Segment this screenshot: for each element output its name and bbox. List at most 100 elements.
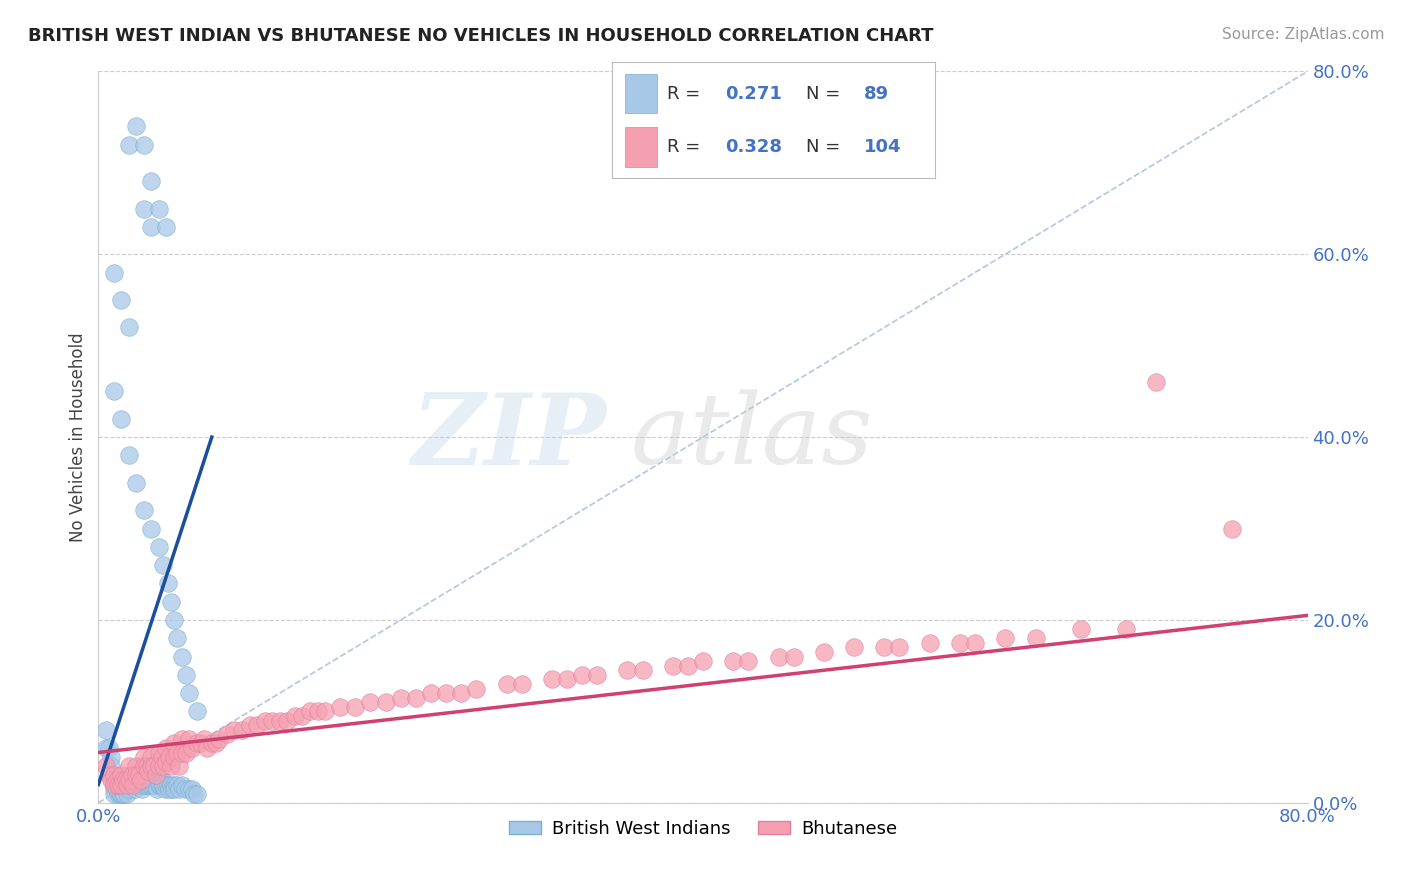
Point (239, 718, 262, 732)
Point (163, 736, 186, 750)
FancyBboxPatch shape (624, 74, 657, 113)
Point (100, 759, 122, 773)
Point (307, 705, 329, 719)
Point (103, 787, 125, 801)
Point (127, 778, 149, 792)
Point (103, 768, 125, 782)
Point (100, 772, 122, 787)
Point (141, 768, 163, 782)
Point (167, 782, 190, 797)
Text: BRITISH WEST INDIAN VS BHUTANESE NO VEHICLES IN HOUSEHOLD CORRELATION CHART: BRITISH WEST INDIAN VS BHUTANESE NO VEHI… (28, 27, 934, 45)
Text: N =: N = (806, 85, 845, 103)
Point (314, 705, 336, 719)
Point (118, 782, 141, 797)
Point (132, 202, 155, 216)
Point (132, 137, 155, 152)
Point (510, 677, 533, 691)
Point (155, 219, 177, 234)
Point (135, 772, 157, 787)
Point (111, 782, 134, 797)
Point (110, 412, 132, 426)
Point (170, 649, 193, 664)
Point (153, 782, 176, 797)
Point (148, 778, 170, 792)
Point (94, 723, 117, 737)
Point (661, 658, 683, 673)
Point (676, 658, 699, 673)
Point (111, 772, 134, 787)
Point (131, 782, 153, 797)
Point (163, 613, 186, 627)
Point (136, 764, 159, 778)
Text: 0.271: 0.271 (725, 85, 782, 103)
Point (450, 686, 472, 700)
Point (108, 787, 131, 801)
Point (110, 778, 132, 792)
Point (631, 663, 654, 677)
Point (134, 778, 156, 792)
Point (813, 645, 835, 659)
Point (136, 778, 159, 792)
Point (156, 778, 179, 792)
Point (768, 649, 790, 664)
Point (269, 714, 291, 728)
Point (616, 663, 638, 677)
Point (150, 772, 173, 787)
Point (160, 778, 183, 792)
Text: R =: R = (666, 85, 706, 103)
Point (110, 293, 132, 307)
Point (152, 759, 174, 773)
Point (118, 448, 141, 462)
Point (173, 782, 195, 797)
Point (918, 636, 941, 650)
Point (723, 654, 745, 668)
Point (155, 778, 177, 792)
Point (121, 768, 143, 782)
Point (148, 768, 170, 782)
Point (149, 778, 172, 792)
Point (181, 740, 204, 755)
Point (121, 778, 143, 792)
Point (148, 746, 170, 760)
Point (118, 759, 141, 773)
Point (1024, 632, 1046, 646)
Point (94, 740, 117, 755)
Point (105, 782, 128, 797)
Point (125, 768, 148, 782)
Point (405, 690, 427, 705)
Point (118, 772, 141, 787)
Point (135, 759, 157, 773)
Point (145, 778, 167, 792)
Point (965, 636, 987, 650)
Point (129, 778, 152, 792)
Point (118, 772, 141, 787)
Point (98, 768, 121, 782)
Point (142, 778, 165, 792)
Point (1115, 622, 1137, 636)
Point (215, 727, 238, 741)
Point (118, 778, 141, 792)
Point (145, 768, 167, 782)
Point (118, 768, 141, 782)
Point (540, 673, 562, 687)
Point (420, 686, 443, 700)
Point (201, 736, 224, 750)
Point (110, 768, 132, 782)
Point (166, 778, 188, 792)
Point (103, 782, 125, 797)
Point (141, 759, 163, 773)
Point (125, 768, 148, 782)
Text: 104: 104 (863, 138, 901, 156)
Point (205, 736, 228, 750)
Point (183, 787, 205, 801)
Point (170, 778, 193, 792)
Point (186, 705, 208, 719)
Text: atlas: atlas (630, 390, 873, 484)
Point (148, 540, 170, 554)
Point (125, 475, 148, 490)
Point (146, 782, 169, 797)
Point (231, 723, 253, 737)
Point (139, 778, 162, 792)
Text: N =: N = (806, 138, 845, 156)
Point (190, 736, 212, 750)
